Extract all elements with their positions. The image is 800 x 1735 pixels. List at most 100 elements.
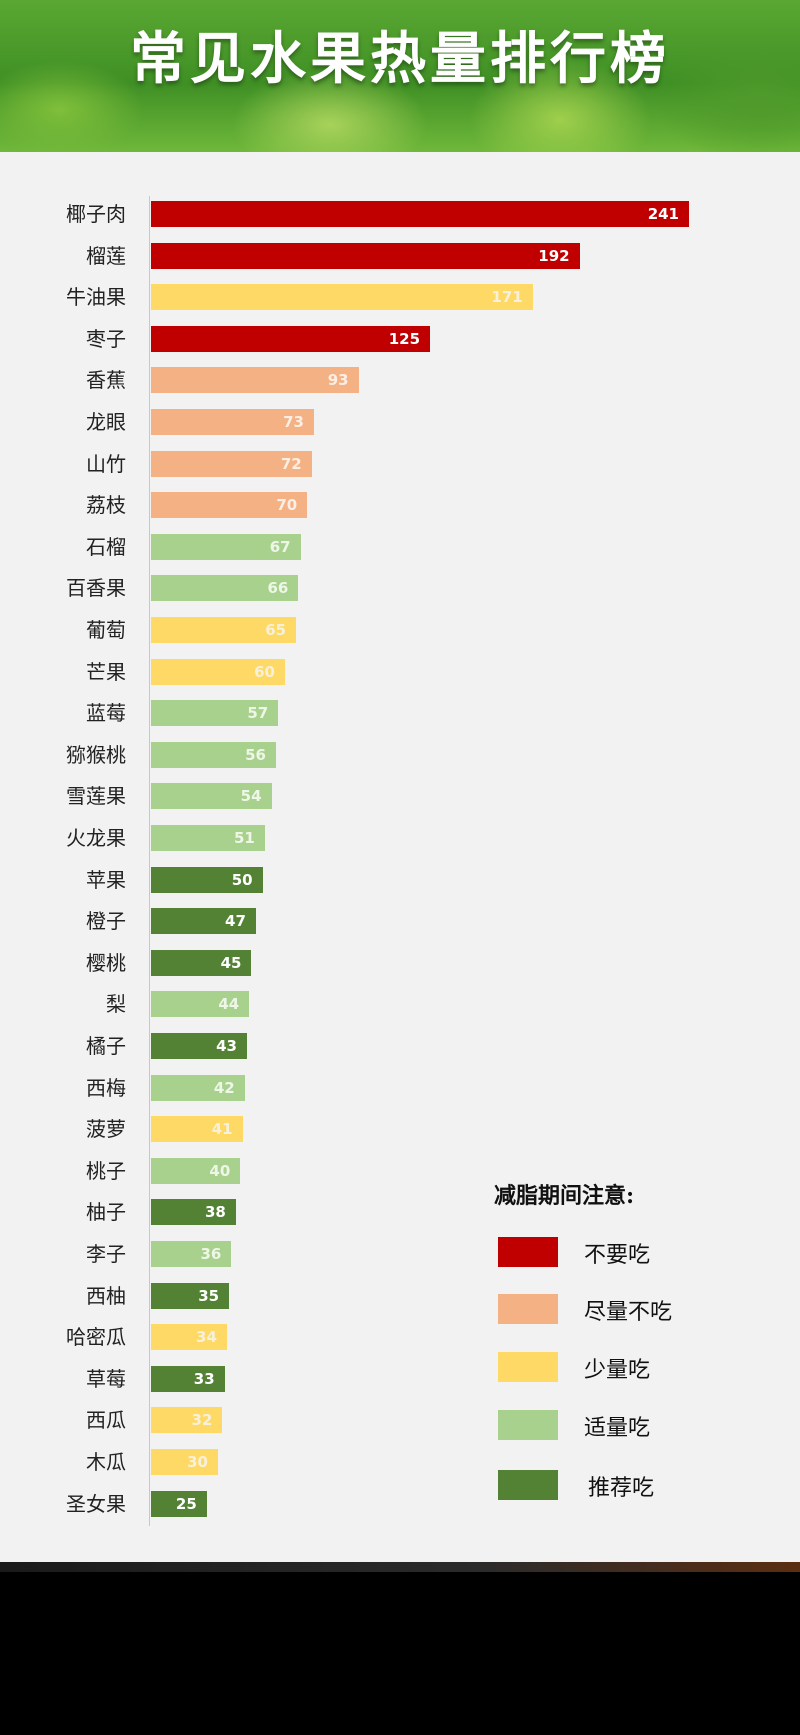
bar-value-label: 93 <box>327 371 349 390</box>
category-label: 荔枝 <box>86 493 126 518</box>
category-label: 桃子 <box>86 1158 126 1183</box>
category-label: 牛油果 <box>66 285 126 310</box>
bar <box>151 409 314 435</box>
bar <box>151 1282 230 1309</box>
bar <box>151 450 312 477</box>
bar-value-label: 44 <box>218 995 240 1014</box>
bar <box>151 325 431 352</box>
category-label: 哈密瓜 <box>66 1325 126 1350</box>
bar <box>151 1241 232 1267</box>
bar-value-label: 241 <box>647 205 679 223</box>
bottom-strip <box>0 1562 800 1572</box>
category-label: 圣女果 <box>66 1491 126 1516</box>
bar-value-label: 65 <box>265 621 287 639</box>
bar <box>151 1490 207 1517</box>
bar-value-label: 192 <box>538 246 570 265</box>
bar-value-label: 34 <box>196 1328 217 1347</box>
bar-value-label: 171 <box>491 288 523 307</box>
bar-value-label: 51 <box>233 829 255 847</box>
bar-value-label: 25 <box>175 1494 197 1513</box>
category-label: 李子 <box>86 1242 126 1266</box>
header-banner: 常见水果热量排行榜 <box>0 0 800 152</box>
bar-value-label: 60 <box>254 662 275 681</box>
category-label: 樱桃 <box>86 950 126 975</box>
bar-value-label: 38 <box>204 1203 226 1222</box>
legend-label-shi-liang-chi: 适量吃 <box>584 1416 651 1441</box>
bar <box>151 991 250 1018</box>
bar <box>151 1324 227 1351</box>
bar <box>151 700 279 727</box>
legend-label-jin-liang-bu-chi: 尽量不吃 <box>584 1300 673 1325</box>
bar-value-label: 30 <box>187 1453 208 1471</box>
legend-swatch-tui-jian-chi <box>498 1470 558 1500</box>
bar-value-label: 45 <box>220 953 242 972</box>
category-label: 葡萄 <box>86 618 126 642</box>
category-label: 石榴 <box>86 534 126 559</box>
bar-value-label: 67 <box>269 537 291 556</box>
category-label: 雪莲果 <box>66 784 126 809</box>
bar-value-label: 72 <box>280 454 302 473</box>
bar-value-label: 40 <box>209 1161 231 1180</box>
legend-swatch-bu-yao-chi <box>498 1237 558 1267</box>
category-label: 蓝莓 <box>86 701 126 726</box>
bar <box>151 783 272 810</box>
bar-value-label: 56 <box>245 745 266 764</box>
legend-title: 减脂期间注意: <box>494 1183 635 1209</box>
bar <box>151 1157 241 1184</box>
category-axis-line <box>149 196 150 1526</box>
bar-value-label: 57 <box>247 704 269 723</box>
bar <box>151 949 252 976</box>
bar <box>151 284 533 311</box>
category-label: 橙子 <box>86 909 126 934</box>
bar <box>151 658 285 685</box>
bar <box>151 1116 243 1143</box>
bar <box>151 1033 247 1059</box>
bar-value-label: 43 <box>216 1037 237 1055</box>
legend-label-bu-yao-chi: 不要吃 <box>584 1243 651 1268</box>
bar-value-label: 47 <box>225 912 246 931</box>
category-label: 枣子 <box>86 326 126 351</box>
bar-value-label: 41 <box>211 1120 233 1139</box>
bar <box>151 908 256 935</box>
category-label: 香蕉 <box>86 368 126 393</box>
category-label: 菠萝 <box>86 1117 126 1142</box>
bar <box>151 866 263 893</box>
category-label: 木瓜 <box>86 1450 126 1474</box>
category-label: 椰子肉 <box>66 202 126 226</box>
bar <box>151 492 308 519</box>
bar-value-label: 73 <box>283 413 304 431</box>
category-label: 草莓 <box>86 1366 126 1391</box>
bar <box>151 242 580 269</box>
bar-value-label: 36 <box>200 1245 222 1263</box>
bar-value-label: 125 <box>388 329 421 348</box>
legend-label-shao-liang-chi: 少量吃 <box>584 1358 651 1383</box>
category-label: 苹果 <box>86 867 126 892</box>
category-label: 西梅 <box>86 1075 126 1100</box>
category-label: 火龙果 <box>66 826 126 850</box>
legend-swatch-jin-liang-bu-chi <box>498 1294 558 1324</box>
bar <box>151 825 265 851</box>
category-label: 西瓜 <box>86 1408 126 1433</box>
bar <box>151 575 299 602</box>
category-label: 龙眼 <box>86 410 126 434</box>
bar-value-label: 66 <box>267 579 289 598</box>
legend-swatch-shao-liang-chi <box>498 1352 558 1382</box>
category-label: 山竹 <box>86 451 126 476</box>
category-label: 芒果 <box>86 659 126 684</box>
bar-value-label: 50 <box>231 870 253 889</box>
category-label: 西柚 <box>86 1283 126 1308</box>
chart-panel <box>0 152 800 1562</box>
category-label: 柚子 <box>86 1200 126 1225</box>
bar <box>151 1199 236 1226</box>
bar-value-label: 42 <box>213 1078 235 1097</box>
bar-value-label: 32 <box>191 1411 213 1430</box>
bar <box>151 201 689 227</box>
category-label: 猕猴桃 <box>66 742 126 767</box>
bar <box>151 1074 245 1101</box>
bar <box>151 533 301 560</box>
category-label: 榴莲 <box>86 243 126 268</box>
bar-value-label: 35 <box>198 1286 220 1305</box>
bar <box>151 1365 225 1392</box>
category-label: 梨 <box>106 992 126 1017</box>
bar-value-label: 70 <box>276 496 298 515</box>
